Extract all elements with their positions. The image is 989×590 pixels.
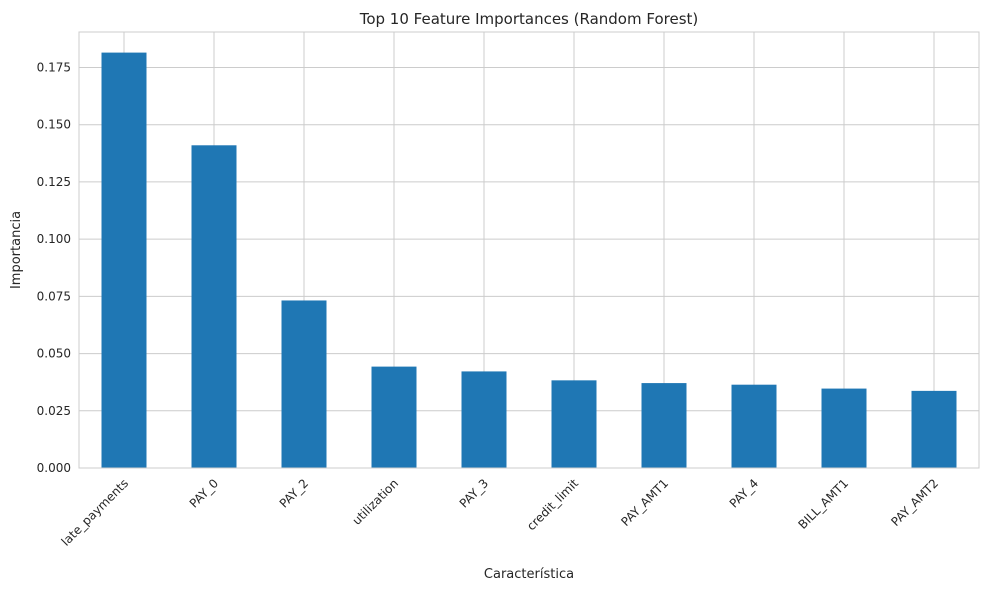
x-tick-label: PAY_0 <box>187 476 221 510</box>
bar-utilization <box>371 366 417 468</box>
bars-layer <box>101 52 957 469</box>
x-tick-label: PAY_AMT2 <box>888 476 941 529</box>
y-tick-label: 0.025 <box>37 404 71 418</box>
x-axis-label: Característica <box>484 567 574 582</box>
bar-late_payments <box>101 52 147 469</box>
x-tick-labels: late_payments PAY_0 PAY_2 utilization PAY_3 c… <box>59 476 941 549</box>
x-tick-label: PAY_AMT1 <box>618 476 671 529</box>
y-tick-label: 0.000 <box>37 461 71 475</box>
y-tick-label: 0.075 <box>37 289 71 303</box>
x-tick-label: BILL_AMT1 <box>795 476 851 532</box>
x-tick-label: PAY_2 <box>277 476 311 510</box>
x-tick-label: PAY_3 <box>457 476 491 510</box>
bar-PAY_2 <box>281 300 327 468</box>
y-tick-label: 0.100 <box>37 232 71 246</box>
bar-PAY_4 <box>731 384 777 468</box>
x-tick-label: PAY_4 <box>727 476 761 510</box>
y-tick-label: 0.125 <box>37 175 71 189</box>
bar-PAY_3 <box>461 371 507 468</box>
x-tick-label: late_payments <box>59 476 131 548</box>
y-tick-label: 0.150 <box>37 118 71 132</box>
y-tick-labels: 0.000 0.025 0.050 0.075 0.100 0.125 0.150 0.175 <box>37 60 71 475</box>
x-tick-label: utilization <box>350 476 402 528</box>
chart-title: Top 10 Feature Importances (Random Fores… <box>359 10 699 28</box>
bar-PAY_AMT1 <box>641 383 687 468</box>
bar-PAY_0 <box>191 145 237 469</box>
bar-credit_limit <box>551 380 597 468</box>
plot-frame <box>78 31 980 469</box>
x-tick-label: credit_limit <box>524 476 581 533</box>
y-axis-label: Importancia <box>9 211 24 289</box>
y-tick-label: 0.175 <box>37 60 71 74</box>
bar-BILL_AMT1 <box>821 388 867 468</box>
y-tick-label: 0.050 <box>37 347 71 361</box>
bar-PAY_AMT2 <box>911 390 957 468</box>
